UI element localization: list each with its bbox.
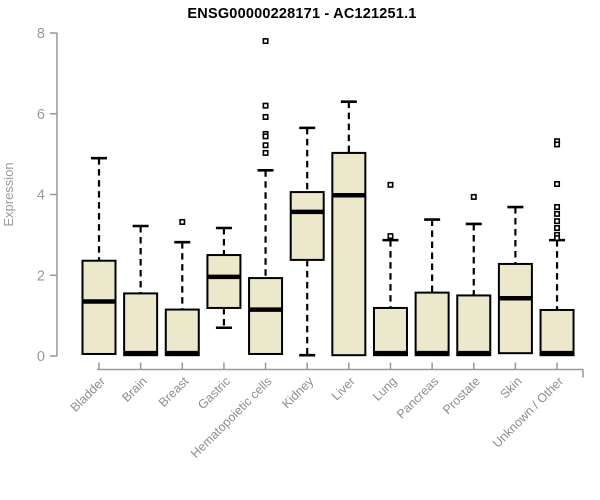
- box: [248, 277, 284, 355]
- x-category-label: Gastric: [195, 374, 233, 412]
- x-category-label: Brain: [119, 374, 150, 405]
- box: [206, 254, 242, 309]
- x-category-label: Liver: [329, 374, 358, 403]
- x-category-label: Skin: [497, 374, 524, 401]
- y-axis-title: Expression: [1, 162, 16, 226]
- x-category-label: Bladder: [68, 374, 108, 414]
- box: [81, 259, 117, 355]
- x-category-label: Hematopoietic cells: [188, 374, 275, 461]
- y-tick-label: 0: [37, 349, 45, 365]
- x-category-label: Breast: [156, 374, 192, 410]
- outlier-point: [262, 102, 269, 109]
- box: [414, 291, 450, 357]
- y-tick-label: 2: [37, 268, 45, 284]
- outlier-point: [262, 38, 269, 45]
- box: [331, 151, 367, 357]
- outlier-point: [554, 204, 561, 211]
- box: [539, 308, 575, 357]
- x-category-label: Kidney: [279, 374, 316, 411]
- x-category-label: Pancreas: [394, 374, 441, 421]
- y-tick-label: 6: [37, 107, 45, 123]
- outlier-point: [554, 181, 561, 188]
- x-category-label: Unknown / Other: [490, 374, 566, 450]
- outlier-point: [554, 210, 561, 217]
- outlier-point: [262, 149, 269, 156]
- outlier-point: [179, 218, 186, 225]
- outlier-point: [554, 141, 561, 148]
- chart-title: ENSG00000228171 - AC121251.1: [187, 6, 417, 22]
- box: [164, 308, 200, 357]
- box: [372, 306, 408, 357]
- outlier-point: [554, 218, 561, 225]
- box: [497, 262, 533, 355]
- outlier-point: [262, 142, 269, 149]
- box: [289, 191, 325, 261]
- x-category-label: Lung: [370, 374, 400, 404]
- outlier-point: [262, 133, 269, 140]
- y-tick-label: 8: [37, 26, 45, 42]
- outlier-point: [262, 113, 269, 120]
- y-tick-label: 4: [37, 188, 45, 204]
- outlier-point: [387, 233, 394, 240]
- outlier-point: [554, 225, 561, 232]
- outlier-point: [470, 193, 477, 200]
- outlier-point: [554, 235, 561, 242]
- outlier-point: [387, 181, 394, 188]
- box: [456, 294, 492, 357]
- x-category-label: Prostate: [440, 374, 483, 417]
- box: [123, 292, 159, 357]
